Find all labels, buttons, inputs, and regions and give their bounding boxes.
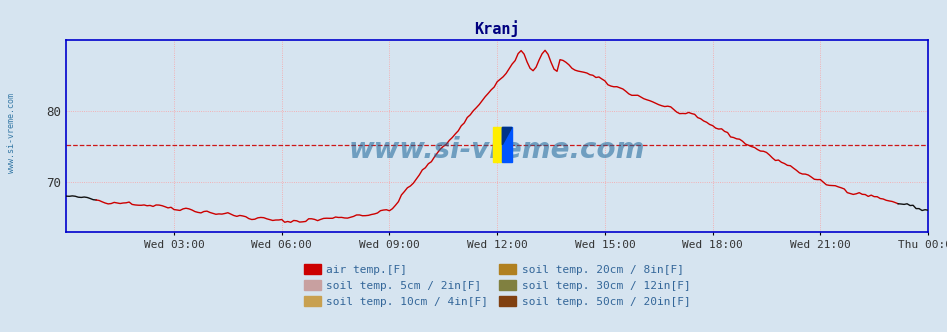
Polygon shape — [502, 127, 511, 145]
Legend: air temp.[F], soil temp. 5cm / 2in[F], soil temp. 10cm / 4in[F], soil temp. 20cm: air temp.[F], soil temp. 5cm / 2in[F], s… — [299, 259, 695, 312]
Title: Kranj: Kranj — [474, 21, 520, 37]
Bar — [492, 127, 502, 162]
Text: www.si-vreme.com: www.si-vreme.com — [7, 93, 16, 173]
Text: www.si-vreme.com: www.si-vreme.com — [348, 135, 646, 164]
Bar — [502, 127, 511, 162]
